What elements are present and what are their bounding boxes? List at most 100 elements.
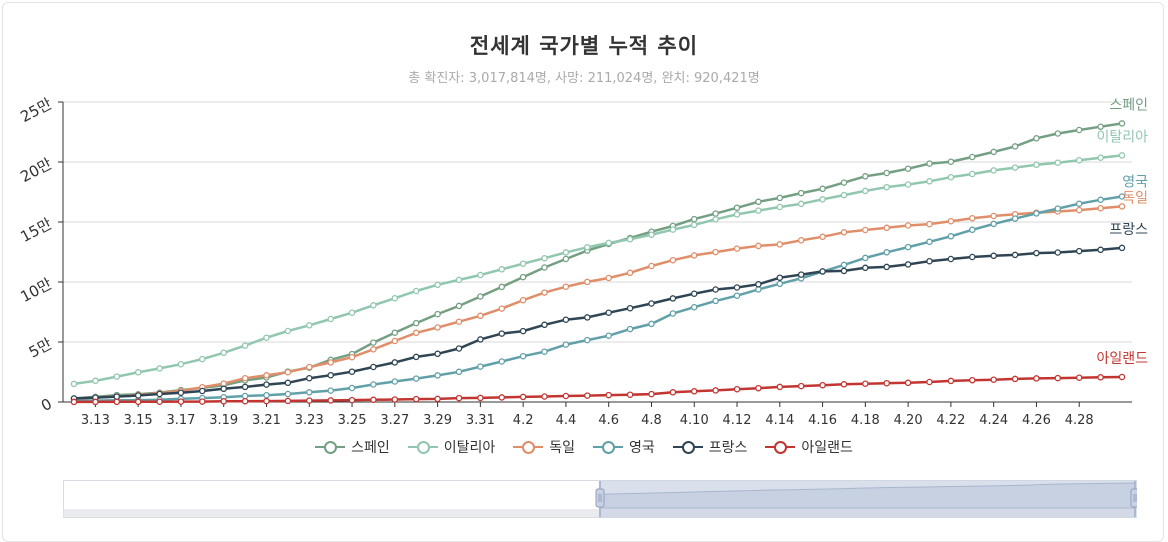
legend-item[interactable]: 아일랜드 [765,437,853,457]
data-point[interactable] [519,296,527,304]
data-point[interactable] [797,189,805,197]
data-point[interactable] [1033,249,1040,257]
data-point[interactable] [348,384,356,392]
data-point[interactable] [626,269,634,277]
data-point[interactable] [263,381,270,388]
data-point[interactable] [412,329,420,337]
data-point[interactable] [1011,251,1019,259]
data-point[interactable] [669,256,677,264]
data-point[interactable] [755,384,762,392]
data-point[interactable] [969,153,976,161]
data-point[interactable] [712,387,719,394]
data-point[interactable] [969,214,976,222]
data-point[interactable] [177,398,185,405]
data-point[interactable] [1011,215,1019,222]
data-point[interactable] [199,387,206,395]
data-point[interactable] [220,380,227,387]
data-point[interactable] [412,353,420,361]
data-point[interactable] [819,196,826,203]
data-point[interactable] [862,187,869,195]
data-point[interactable] [519,352,527,360]
data-point[interactable] [284,368,292,376]
data-point[interactable] [904,379,912,387]
data-point[interactable] [70,380,78,388]
data-point[interactable] [926,257,933,265]
data-point[interactable] [220,398,227,405]
data-point[interactable] [477,363,484,370]
data-point[interactable] [883,379,890,387]
data-point[interactable] [541,289,548,296]
data-point[interactable] [541,264,548,271]
data-point[interactable] [477,293,484,300]
data-point[interactable] [284,397,292,405]
data-point[interactable] [904,222,912,229]
data-point[interactable] [434,281,441,289]
data-point[interactable] [477,312,484,320]
data-point[interactable] [477,394,484,402]
series-line[interactable] [73,195,1123,403]
data-point[interactable] [947,233,955,240]
data-point[interactable] [1054,205,1062,212]
data-point[interactable] [840,229,848,236]
data-point[interactable] [306,363,313,371]
data-point[interactable] [605,274,612,282]
data-point[interactable] [733,284,741,291]
data-zoom-slider[interactable] [63,480,1137,518]
legend-item[interactable]: 영국 [593,437,655,457]
data-point[interactable] [327,359,334,366]
data-point[interactable] [348,309,356,316]
data-point[interactable] [648,300,655,307]
data-point[interactable] [584,314,591,321]
series-line[interactable] [74,375,1123,404]
data-point[interactable] [498,266,506,273]
data-point[interactable] [862,254,869,262]
data-point[interactable] [1118,193,1126,200]
data-point[interactable] [690,252,698,259]
data-point[interactable] [819,268,826,275]
data-point[interactable] [883,169,890,177]
data-point[interactable] [1054,159,1062,166]
data-point[interactable] [840,191,848,199]
data-point[interactable] [733,204,741,212]
data-point[interactable] [412,319,420,327]
data-point[interactable] [1033,135,1040,142]
data-point[interactable] [541,254,548,262]
slider-handle-end[interactable] [1130,481,1137,517]
data-point[interactable] [348,396,356,404]
data-point[interactable] [819,381,826,389]
data-point[interactable] [327,315,334,323]
data-point[interactable] [969,226,976,234]
data-point[interactable] [370,363,377,371]
data-point[interactable] [947,173,955,181]
data-point[interactable] [1097,374,1104,381]
data-point[interactable] [284,327,292,335]
data-point[interactable] [840,267,848,275]
data-point[interactable] [648,320,655,328]
data-point[interactable] [348,353,356,361]
legend-item[interactable]: 이탈리아 [407,437,495,457]
data-point[interactable] [241,397,249,405]
data-point[interactable] [1075,126,1083,134]
data-point[interactable] [669,295,677,302]
legend-item[interactable]: 독일 [513,437,575,457]
data-point[interactable] [904,181,912,188]
data-point[interactable] [562,316,570,323]
data-point[interactable] [584,278,591,286]
data-point[interactable] [990,252,997,260]
data-point[interactable] [134,369,142,376]
data-point[interactable] [306,374,313,382]
data-point[interactable] [755,198,762,206]
data-point[interactable] [776,203,784,211]
data-point[interactable] [1075,247,1083,255]
data-point[interactable] [947,255,955,263]
data-point[interactable] [1118,120,1126,127]
legend-item[interactable]: 스페인 [315,437,390,457]
data-point[interactable] [904,243,912,251]
data-point[interactable] [669,310,677,317]
data-point[interactable] [263,372,270,379]
data-point[interactable] [797,382,805,390]
data-point[interactable] [605,309,612,316]
data-point[interactable] [712,286,719,293]
data-point[interactable] [263,391,270,399]
data-point[interactable] [562,255,570,263]
